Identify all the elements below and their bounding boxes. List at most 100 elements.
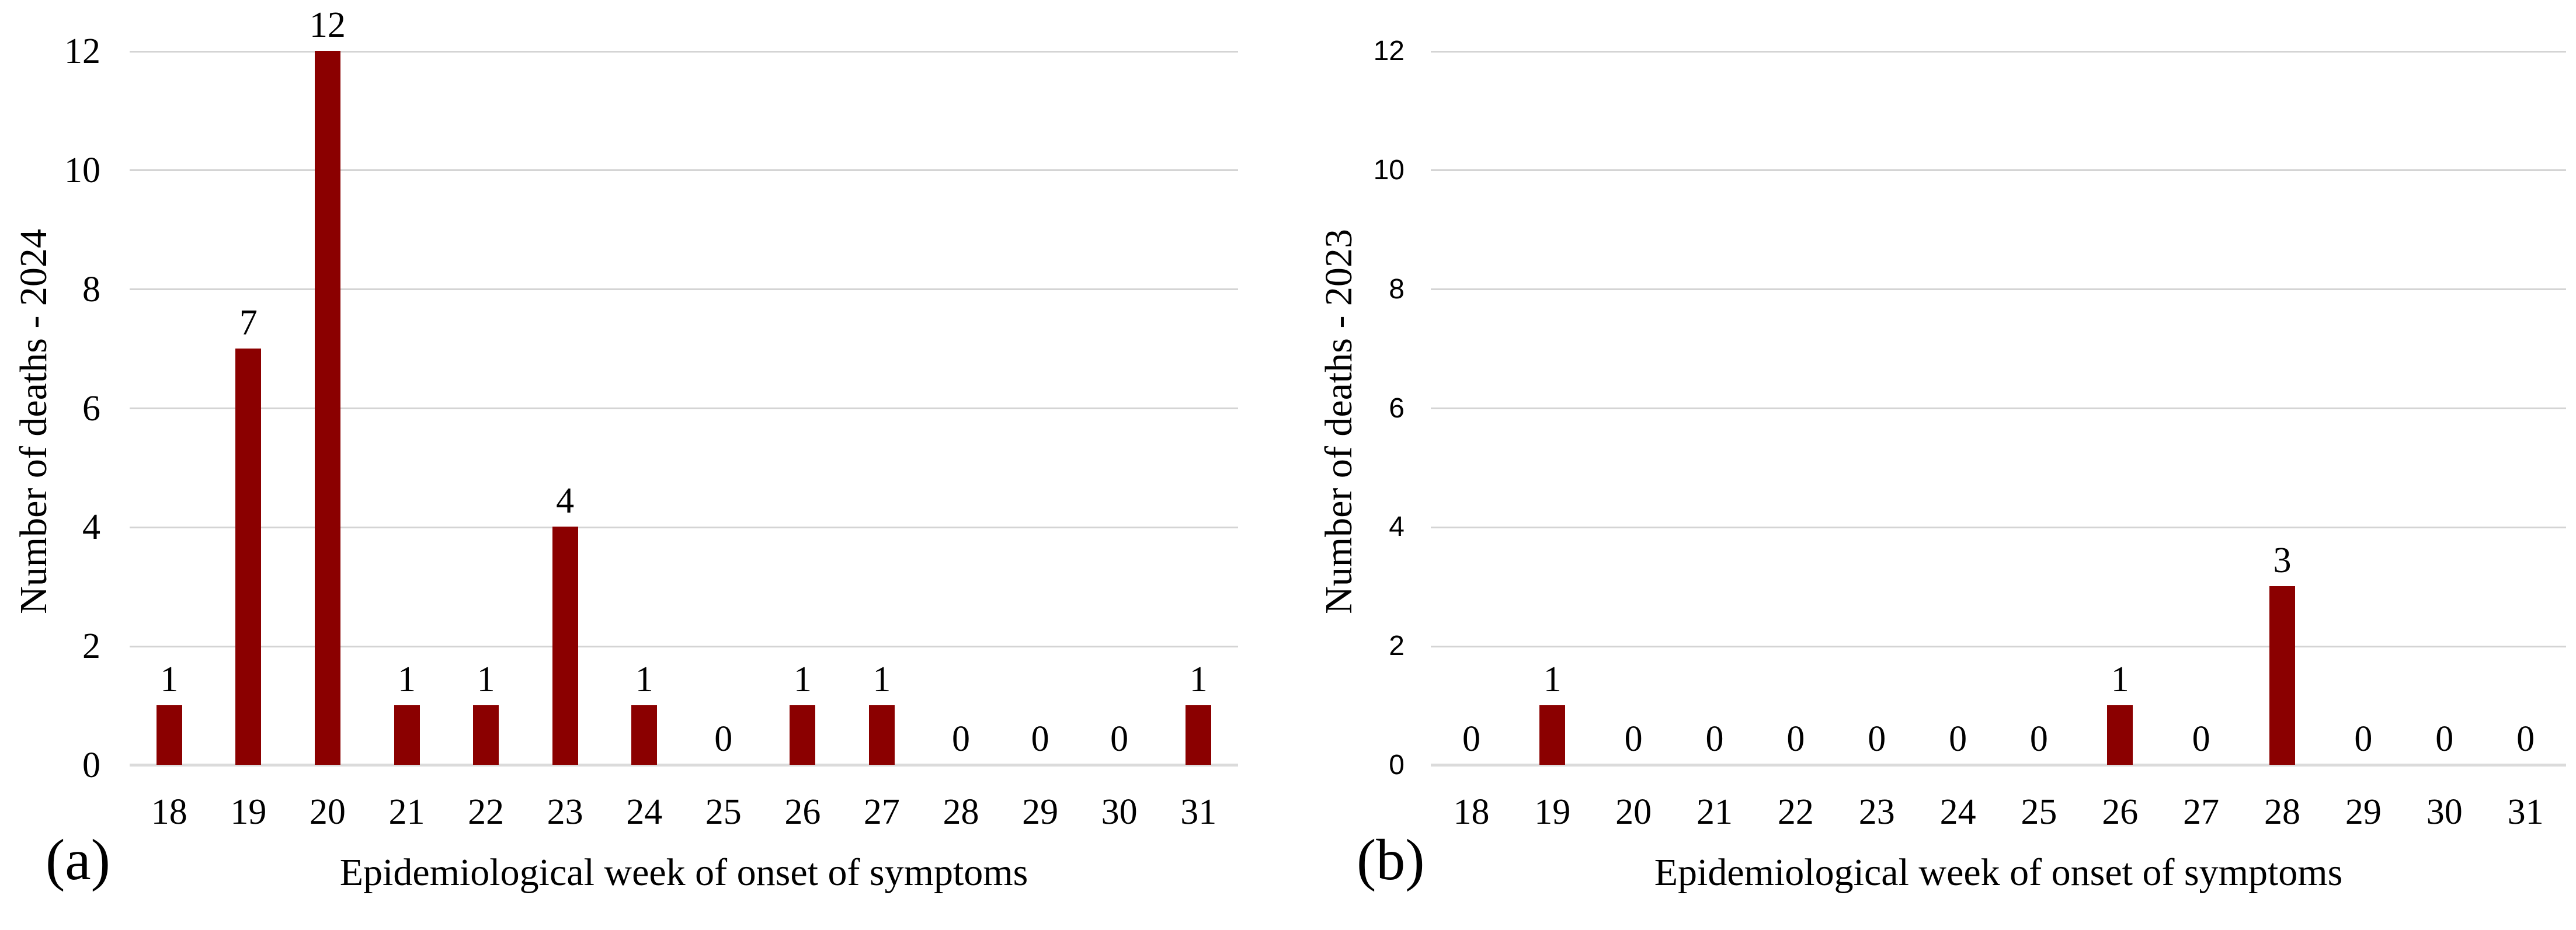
gridline — [1431, 169, 2566, 172]
gridline — [1431, 407, 2566, 409]
x-tick-label: 29 — [2345, 792, 2382, 832]
bar-value-label-week-26: 1 — [793, 660, 812, 700]
y-tick-label: 0 — [82, 746, 100, 785]
bar-value-label-week-23: 4 — [556, 481, 575, 521]
y-tick-label: 2 — [1389, 631, 1405, 662]
x-tick-label: 28 — [943, 792, 979, 832]
bar-week-28 — [2269, 586, 2295, 765]
chart-a: Number of deaths - 2024 0 2 4 6 8 10 12 1 7 12 1 1… — [0, 7, 1238, 894]
x-tick-label: 23 — [1858, 792, 1895, 832]
y-tick-label: 4 — [82, 507, 100, 548]
bar-value-label-week-28: 0 — [952, 719, 970, 759]
bar-week-26 — [790, 705, 816, 765]
gridline — [130, 169, 1238, 172]
x-tick-label: 19 — [1534, 792, 1571, 832]
x-axis-a: 18 19 20 21 22 23 24 25 26 27 28 29 30 31 — [130, 789, 1238, 830]
panel-label-b: (b) — [1357, 827, 1425, 892]
x-tick-label: 18 — [151, 792, 187, 832]
gridline — [1431, 645, 2566, 647]
bar-value-label-week-19: 1 — [1543, 660, 1562, 700]
bar-value-label-week-24: 0 — [1949, 719, 1967, 759]
y-tick-label: 0 — [1389, 750, 1405, 781]
bar-week-18 — [156, 705, 182, 765]
bar-value-label-week-29: 0 — [2354, 719, 2373, 759]
y-tick-label: 4 — [1389, 511, 1405, 543]
gridline — [130, 50, 1238, 53]
bar-value-label-week-31: 0 — [2516, 719, 2535, 759]
bar-value-label-week-19: 7 — [239, 302, 258, 343]
x-tick-label: 21 — [388, 792, 425, 832]
x-tick-label: 30 — [2426, 792, 2463, 832]
bar-week-19 — [235, 348, 262, 765]
y-tick-label: 6 — [82, 388, 100, 429]
x-tick-label: 25 — [705, 792, 742, 832]
bar-value-label-week-27: 1 — [872, 660, 891, 700]
bar-value-label-week-20: 0 — [1624, 719, 1643, 759]
x-tick-label: 27 — [2183, 792, 2220, 832]
x-tick-label: 31 — [1180, 792, 1217, 832]
bar-week-20 — [314, 51, 340, 765]
bar-value-label-week-29: 0 — [1031, 719, 1049, 759]
bar-value-label-week-21: 0 — [1705, 719, 1724, 759]
x-tick-label: 25 — [2021, 792, 2057, 832]
plot-area-b: 0 1 0 0 0 0 0 0 1 0 3 0 0 0 — [1431, 50, 2566, 767]
plot-area-a: 1 7 12 1 1 4 1 0 1 1 0 0 0 1 — [130, 7, 1238, 767]
x-tick-label: 19 — [230, 792, 267, 832]
x-axis-b: 18 19 20 21 22 23 24 25 26 27 28 29 30 31 — [1431, 789, 2566, 830]
bar-week-21 — [394, 705, 420, 765]
gridline — [1431, 526, 2566, 528]
y-tick-label: 12 — [1373, 36, 1405, 67]
y-axis-b: 0 2 4 6 8 10 12 — [1288, 37, 1405, 779]
bar-value-label-week-27: 0 — [2192, 719, 2210, 759]
bar-value-label-week-23: 0 — [1868, 719, 1886, 759]
x-tick-label: 24 — [1939, 792, 1976, 832]
x-axis-title-a: Epidemiological week of onset of symptom… — [339, 851, 1028, 894]
x-tick-label: 28 — [2264, 792, 2300, 832]
bar-value-label-week-26: 1 — [2111, 660, 2129, 700]
x-tick-label: 22 — [1777, 792, 1814, 832]
gridline — [130, 526, 1238, 528]
y-tick-label: 2 — [82, 626, 100, 667]
y-tick-label: 6 — [1389, 392, 1405, 424]
bar-week-19 — [1539, 705, 1566, 765]
x-tick-label: 26 — [2102, 792, 2139, 832]
x-tick-label: 27 — [863, 792, 900, 832]
x-tick-label: 24 — [626, 792, 663, 832]
bar-value-label-week-22: 1 — [477, 660, 495, 700]
bar-value-label-week-21: 1 — [398, 660, 416, 700]
x-tick-label: 20 — [1615, 792, 1652, 832]
x-tick-label: 18 — [1453, 792, 1490, 832]
bar-week-27 — [868, 705, 895, 765]
gridline — [1431, 288, 2566, 291]
bar-week-31 — [1186, 705, 1212, 765]
y-tick-label: 10 — [1373, 154, 1405, 186]
bar-week-22 — [473, 705, 499, 765]
y-tick-label: 8 — [82, 269, 100, 309]
bar-value-label-week-25: 0 — [2029, 719, 2048, 759]
x-axis-title-b: Epidemiological week of onset of symptom… — [1654, 851, 2343, 894]
x-tick-label: 22 — [468, 792, 505, 832]
gridline — [130, 645, 1238, 647]
x-tick-label: 20 — [309, 792, 346, 832]
y-tick-label: 10 — [64, 150, 100, 190]
y-tick-label: 8 — [1389, 273, 1405, 305]
bar-value-label-week-22: 0 — [1786, 719, 1805, 759]
x-tick-label: 26 — [784, 792, 821, 832]
gridline — [130, 288, 1238, 291]
x-tick-label: 21 — [1697, 792, 1733, 832]
x-tick-label: 30 — [1101, 792, 1138, 832]
y-axis-a: 0 2 4 6 8 10 12 — [0, 33, 100, 783]
bar-value-label-week-30: 0 — [1110, 719, 1129, 759]
bar-value-label-week-24: 1 — [635, 660, 653, 700]
bar-value-label-week-18: 0 — [1462, 719, 1480, 759]
bar-value-label-week-20: 12 — [309, 5, 346, 45]
baseline-gridline — [1431, 764, 2566, 767]
bar-value-label-week-25: 0 — [714, 719, 733, 759]
x-tick-label: 29 — [1022, 792, 1059, 832]
panel-label-a: (a) — [46, 827, 110, 892]
bar-week-24 — [631, 705, 658, 765]
bar-week-26 — [2107, 705, 2133, 765]
bar-value-label-week-31: 1 — [1189, 660, 1208, 700]
